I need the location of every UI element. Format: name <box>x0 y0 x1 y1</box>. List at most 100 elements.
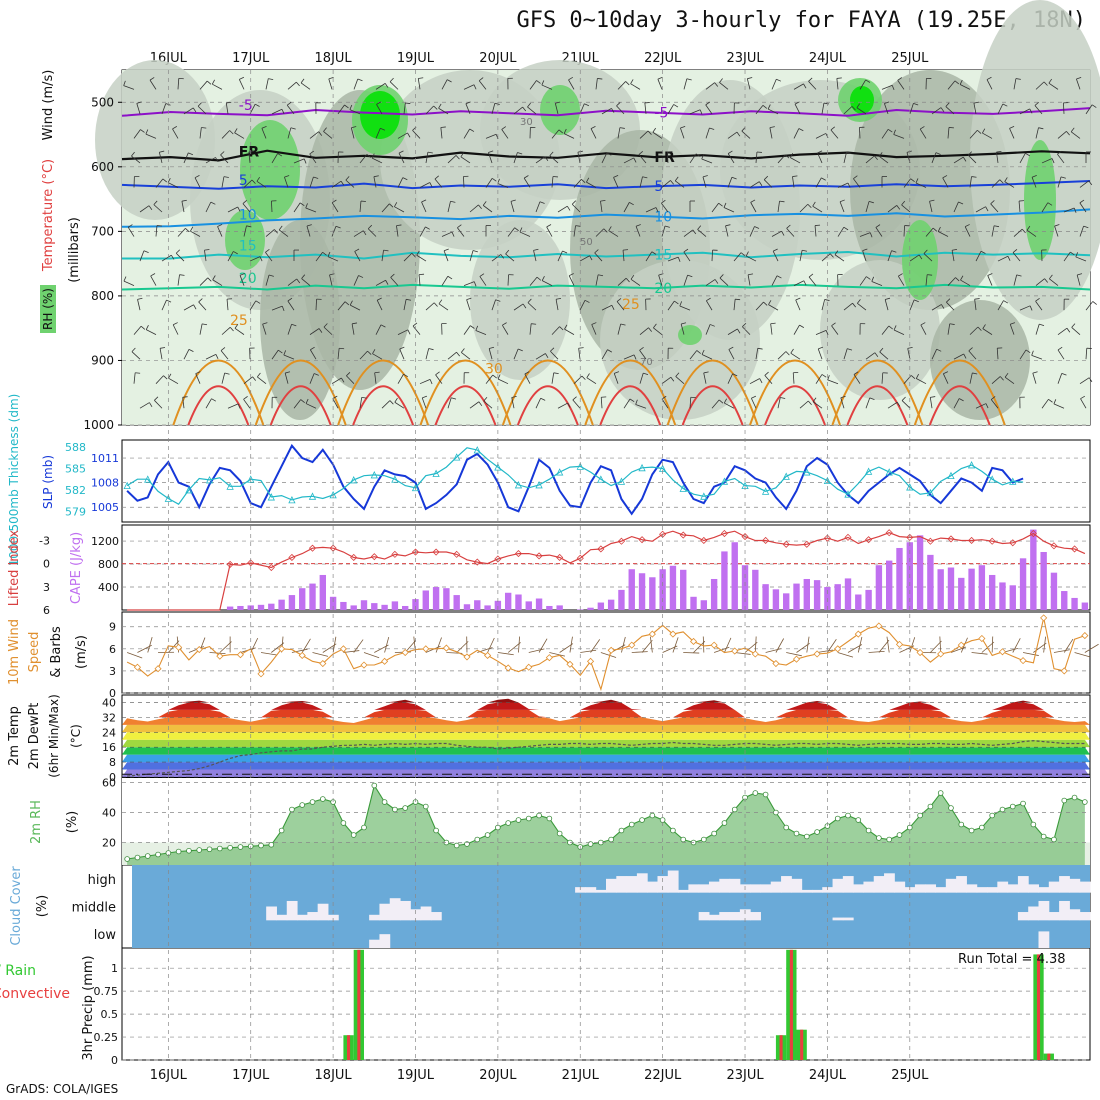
wind-barb <box>1035 81 1045 90</box>
wind-barb-flag <box>792 175 798 177</box>
wind-barb-flag <box>349 300 353 306</box>
wind-barb-flag <box>625 277 630 283</box>
date-tick-top: 17JUL <box>232 51 270 66</box>
rh-point <box>937 790 944 796</box>
wind-barb <box>777 351 787 360</box>
wind-barb-flag <box>1049 274 1053 280</box>
wind-barb <box>488 348 493 360</box>
wind-barb <box>1004 181 1015 188</box>
wind-barb-flag <box>374 371 380 374</box>
wind-barb <box>353 230 364 237</box>
wind-barb-flag <box>505 249 510 255</box>
wind-barb-flag <box>366 154 372 158</box>
wind-barb-flag <box>673 104 679 108</box>
wind-barb-flag <box>327 251 331 257</box>
wind-barb-flag <box>489 346 495 349</box>
wind-barb-flag <box>212 275 216 280</box>
wind-barb <box>769 127 773 139</box>
wind-barb-flag <box>1021 228 1026 234</box>
wind-barb <box>595 78 598 90</box>
wind10m-barb <box>683 652 700 654</box>
wind-barb-flag <box>1029 108 1033 114</box>
cloud-clear-bar <box>400 900 411 921</box>
wind-barb-flag <box>887 128 893 133</box>
y-label-rh2m: 2m RH <box>29 800 44 844</box>
wind-barb <box>300 82 311 90</box>
wind-barb-flag <box>1057 346 1063 351</box>
wind-barb <box>653 327 663 335</box>
wind-barb-flag <box>305 398 309 404</box>
cloud-clear-bar <box>1069 909 1081 921</box>
li-point <box>432 548 440 556</box>
wind-barb-flag <box>550 347 555 352</box>
thickness-point <box>226 482 234 490</box>
wind-barb-flag <box>728 346 734 350</box>
wind-barb <box>1071 327 1081 335</box>
wind10m-barb <box>857 636 863 653</box>
li-point <box>700 536 708 545</box>
wind-barb-flag <box>852 302 857 308</box>
li-point <box>782 540 790 548</box>
cloud-clear-bar <box>1048 881 1060 893</box>
wind-speed-point <box>236 651 244 659</box>
y-label-lifted-index: Lifted Index <box>7 529 22 606</box>
wind10m-barb <box>868 650 885 653</box>
temp-tick-label: 16 <box>102 741 116 754</box>
wind-barb <box>733 252 742 262</box>
wind-barb <box>309 328 320 335</box>
upper-air-panel: 5006007008009001000-5-5FRFR5510101515202… <box>83 0 1100 432</box>
wind-barb-flag <box>869 232 873 238</box>
wind-barb-flag <box>421 199 427 203</box>
li-point <box>762 536 770 545</box>
wind-barb <box>862 250 867 262</box>
wind-barb <box>373 176 377 188</box>
wind-barb <box>613 373 619 384</box>
wind-barb-flag <box>335 225 341 229</box>
isotherm-label: 10 <box>239 208 257 224</box>
wind-barb-flag <box>234 324 239 329</box>
wind-barb-flag <box>1031 350 1034 356</box>
wind-barb <box>947 277 956 286</box>
wind-barb <box>469 401 480 409</box>
rh-contour-label: 30 <box>520 117 533 128</box>
wind-barb-flag <box>942 175 948 179</box>
cloud-clear-bar <box>832 917 844 921</box>
cloud-clear-bar <box>945 878 957 893</box>
wind-barb-flag <box>954 80 960 85</box>
wind-barb-flag <box>831 322 836 327</box>
wind-barb-flag <box>491 178 497 182</box>
li-point <box>638 536 646 544</box>
wind-barb <box>887 250 892 262</box>
cloud-clear-bar <box>1028 906 1040 921</box>
wind-barb <box>946 301 955 311</box>
rh-point <box>721 820 728 826</box>
wind-barb <box>680 127 685 139</box>
cape-bar <box>844 578 852 610</box>
wind-barb <box>953 398 960 409</box>
cloud-clear-bar <box>842 917 854 921</box>
cape-bar <box>257 604 265 610</box>
wind-barb-flag <box>986 76 992 80</box>
wind-barb-flag <box>190 226 194 232</box>
wind-barb-flag <box>223 176 229 178</box>
wind-barb <box>859 276 867 286</box>
wind-speed-point <box>442 644 450 652</box>
wind-barb <box>799 400 809 409</box>
wind-barb <box>901 204 911 213</box>
rh-point <box>618 827 625 834</box>
wind-barb <box>987 275 993 286</box>
wind-barb-flag <box>181 199 187 202</box>
wind-barb-flag <box>457 224 462 229</box>
wind-barb <box>689 350 698 360</box>
wind-barb-flag <box>185 228 190 232</box>
wind-speed-point <box>566 660 574 668</box>
wind-barb <box>793 83 804 90</box>
wind-barb-flag <box>318 131 323 136</box>
wind-barb-flag <box>754 226 760 229</box>
thickness-point <box>247 475 255 483</box>
wind-barb <box>571 203 581 213</box>
wind-barb <box>438 303 449 311</box>
rh-point <box>206 846 213 853</box>
wind-barb <box>881 325 890 335</box>
rh-point <box>865 827 872 834</box>
